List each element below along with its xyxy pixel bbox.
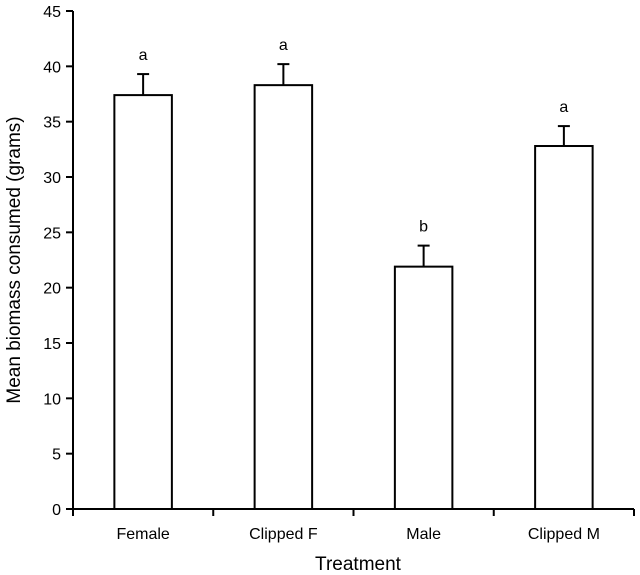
bars: a a b a bbox=[113, 37, 594, 511]
y-tick-label: 45 bbox=[43, 4, 61, 21]
x-tick-label: Clipped M bbox=[528, 526, 600, 543]
bar bbox=[253, 84, 314, 510]
bar bbox=[393, 265, 454, 511]
y-tick-label: 20 bbox=[43, 281, 61, 298]
y-tick-label: 35 bbox=[43, 115, 61, 132]
x-tick-label: Clipped F bbox=[249, 526, 318, 543]
y-tick-label: 25 bbox=[43, 225, 61, 242]
y-tick-label: 15 bbox=[43, 336, 61, 353]
x-axis-title: Treatment bbox=[315, 554, 402, 575]
y-tick-label: 10 bbox=[43, 391, 61, 408]
y-tick-label: 5 bbox=[52, 447, 61, 464]
bar bbox=[113, 94, 173, 511]
significance-label: a bbox=[559, 99, 568, 116]
x-axis-ticks: Female Clipped F Male Clipped M bbox=[72, 509, 635, 543]
significance-label: a bbox=[139, 47, 148, 64]
y-tick-label: 30 bbox=[43, 170, 61, 187]
x-tick-label: Male bbox=[406, 526, 441, 543]
y-axis-ticks: 0 5 10 15 20 25 30 35 40 45 bbox=[43, 4, 73, 519]
x-tick-label: Female bbox=[116, 526, 169, 543]
significance-label: a bbox=[279, 37, 288, 54]
y-tick-label: 0 bbox=[52, 502, 61, 519]
y-tick-label: 40 bbox=[43, 59, 61, 76]
bar bbox=[534, 145, 594, 510]
significance-label: b bbox=[419, 219, 428, 236]
y-axis-title: Mean biomass consumed (grams) bbox=[4, 116, 25, 403]
